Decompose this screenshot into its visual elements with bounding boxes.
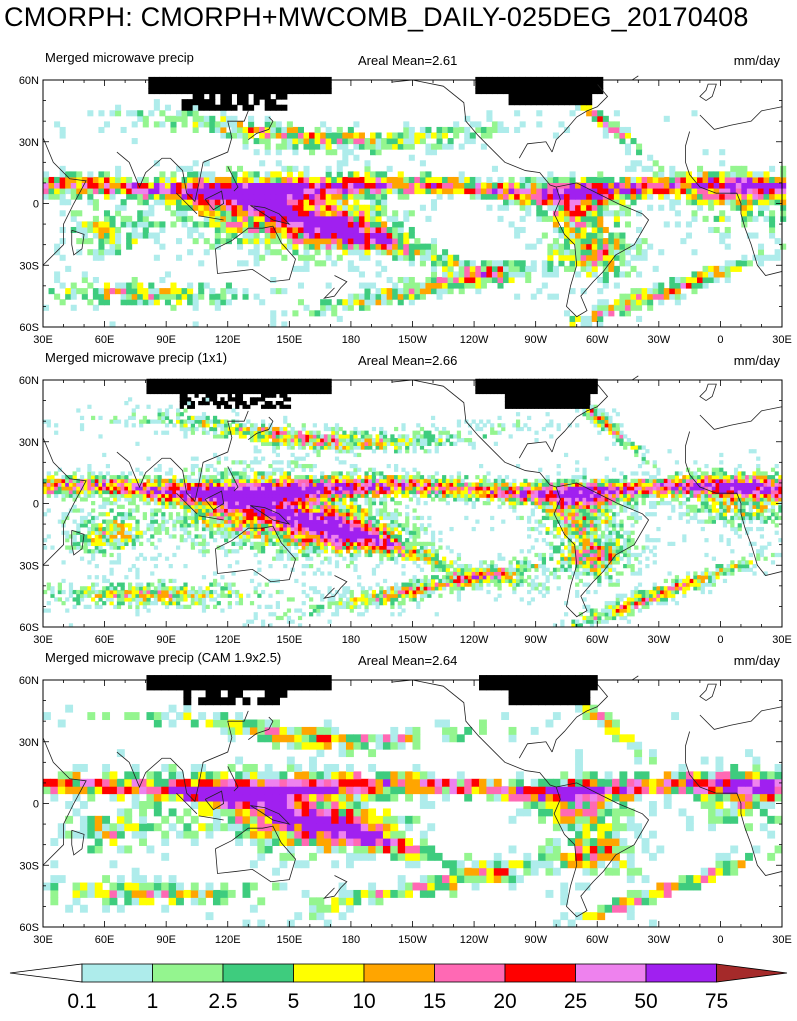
lon-tick-label: 150E [276, 334, 302, 346]
colorbar-label: 5 [288, 990, 300, 1013]
colorbar-box [505, 964, 576, 982]
colorbar-high-triangle [717, 964, 788, 982]
precip-cells [43, 675, 783, 927]
colorbar-box [435, 964, 506, 982]
colorbar-box [576, 964, 647, 982]
lon-tick-label: 60W [586, 634, 609, 646]
lon-tick-label: 150W [398, 634, 427, 646]
lon-tick-label: 180 [342, 934, 360, 946]
colorbar-box [153, 964, 224, 982]
precip-map-panel-2: Merged microwave precip (1x1) Areal Mean… [0, 350, 797, 650]
lon-tick-label: 30E [772, 334, 792, 346]
colorbar-label: 2.5 [208, 990, 237, 1013]
colorbar-box [294, 964, 365, 982]
lat-tick-label: 0 [33, 199, 39, 211]
lon-tick-label: 60W [586, 934, 609, 946]
lon-tick-label: 30E [772, 934, 792, 946]
lon-tick-label: 90E [156, 934, 176, 946]
lat-tick-label: 30S [19, 260, 39, 272]
lat-tick-label: 0 [33, 799, 39, 811]
lon-tick-label: 30E [772, 634, 792, 646]
lon-tick-label: 90E [156, 334, 176, 346]
lon-tick-label: 60W [586, 334, 609, 346]
lon-tick-label: 120W [460, 634, 489, 646]
colorbar-box [82, 964, 153, 982]
lat-tick-label: 30N [19, 137, 39, 149]
precip-cells [43, 379, 783, 628]
lon-tick-label: 30E [33, 334, 53, 346]
precip-cells [43, 77, 786, 328]
lat-tick-label: 60S [19, 622, 39, 634]
lon-tick-label: 120E [215, 934, 241, 946]
colorbar-label: 15 [423, 990, 446, 1013]
colorbar-box [646, 964, 717, 982]
colorbar: 0.1 1 2.5 5 10 15 20 25 50 75 [0, 960, 797, 1016]
lon-tick-label: 0 [717, 934, 723, 946]
lon-tick-label: 90W [524, 934, 547, 946]
lon-tick-label: 30E [33, 634, 53, 646]
lon-tick-label: 90W [524, 634, 547, 646]
lon-tick-label: 30W [648, 934, 671, 946]
colorbar-box [364, 964, 435, 982]
lon-tick-label: 60E [95, 934, 115, 946]
lat-tick-label: 30S [19, 860, 39, 872]
lat-tick-label: 60N [19, 675, 39, 687]
lon-tick-label: 120E [215, 334, 241, 346]
lat-tick-label: 60S [19, 322, 39, 334]
lon-tick-label: 120E [215, 634, 241, 646]
colorbar-low-triangle [10, 964, 82, 982]
lon-tick-label: 120W [460, 934, 489, 946]
colorbar-svg: 0.1 1 2.5 5 10 15 20 25 50 75 [0, 960, 797, 1016]
lon-tick-label: 120W [460, 334, 489, 346]
colorbar-label: 10 [352, 990, 375, 1013]
colorbar-box [223, 964, 294, 982]
lat-tick-label: 30N [19, 737, 39, 749]
colorbar-label: 50 [634, 990, 657, 1013]
lon-tick-label: 0 [717, 634, 723, 646]
lon-tick-label: 30W [648, 334, 671, 346]
lon-tick-label: 60E [95, 634, 115, 646]
colorbar-label: 20 [493, 990, 516, 1013]
lon-tick-label: 180 [342, 634, 360, 646]
lon-tick-label: 60E [95, 334, 115, 346]
precip-map-panel-3: Merged microwave precip (CAM 1.9x2.5) Ar… [0, 650, 797, 950]
lon-tick-label: 150E [276, 934, 302, 946]
lon-tick-label: 150E [276, 634, 302, 646]
lon-tick-label: 180 [342, 334, 360, 346]
lon-tick-label: 90W [524, 334, 547, 346]
lat-tick-label: 60N [19, 375, 39, 387]
lon-tick-label: 150W [398, 334, 427, 346]
lon-tick-label: 150W [398, 934, 427, 946]
colorbar-label: 0.1 [67, 990, 96, 1013]
precip-map-panel-1: Merged microwave precip Areal Mean=2.61 … [0, 50, 797, 350]
lon-tick-label: 0 [717, 334, 723, 346]
lat-tick-label: 30S [19, 560, 39, 572]
lon-tick-label: 30E [33, 934, 53, 946]
colorbar-label: 25 [564, 990, 587, 1013]
lat-tick-label: 30N [19, 437, 39, 449]
lat-tick-label: 0 [33, 499, 39, 511]
figure-title: CMORPH: CMORPH+MWCOMB_DAILY-025DEG_20170… [4, 2, 749, 33]
lat-tick-label: 60N [19, 75, 39, 87]
lon-tick-label: 90E [156, 634, 176, 646]
colorbar-label: 1 [147, 990, 159, 1013]
colorbar-label: 75 [705, 990, 728, 1013]
lat-tick-label: 60S [19, 922, 39, 934]
lon-tick-label: 30W [648, 634, 671, 646]
